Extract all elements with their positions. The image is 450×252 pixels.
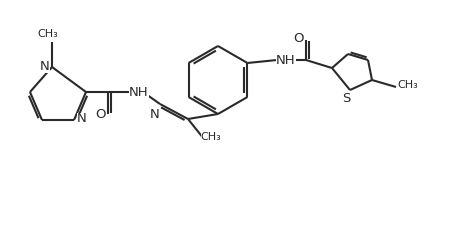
Text: N: N (40, 59, 50, 73)
Text: N: N (77, 112, 87, 125)
Text: CH₃: CH₃ (398, 80, 418, 90)
Text: NH: NH (276, 54, 296, 68)
Text: O: O (293, 33, 303, 46)
Text: CH₃: CH₃ (38, 29, 58, 39)
Text: S: S (342, 91, 350, 105)
Text: CH₃: CH₃ (201, 132, 221, 142)
Text: NH: NH (129, 85, 149, 99)
Text: N: N (150, 108, 160, 120)
Text: O: O (95, 108, 105, 120)
